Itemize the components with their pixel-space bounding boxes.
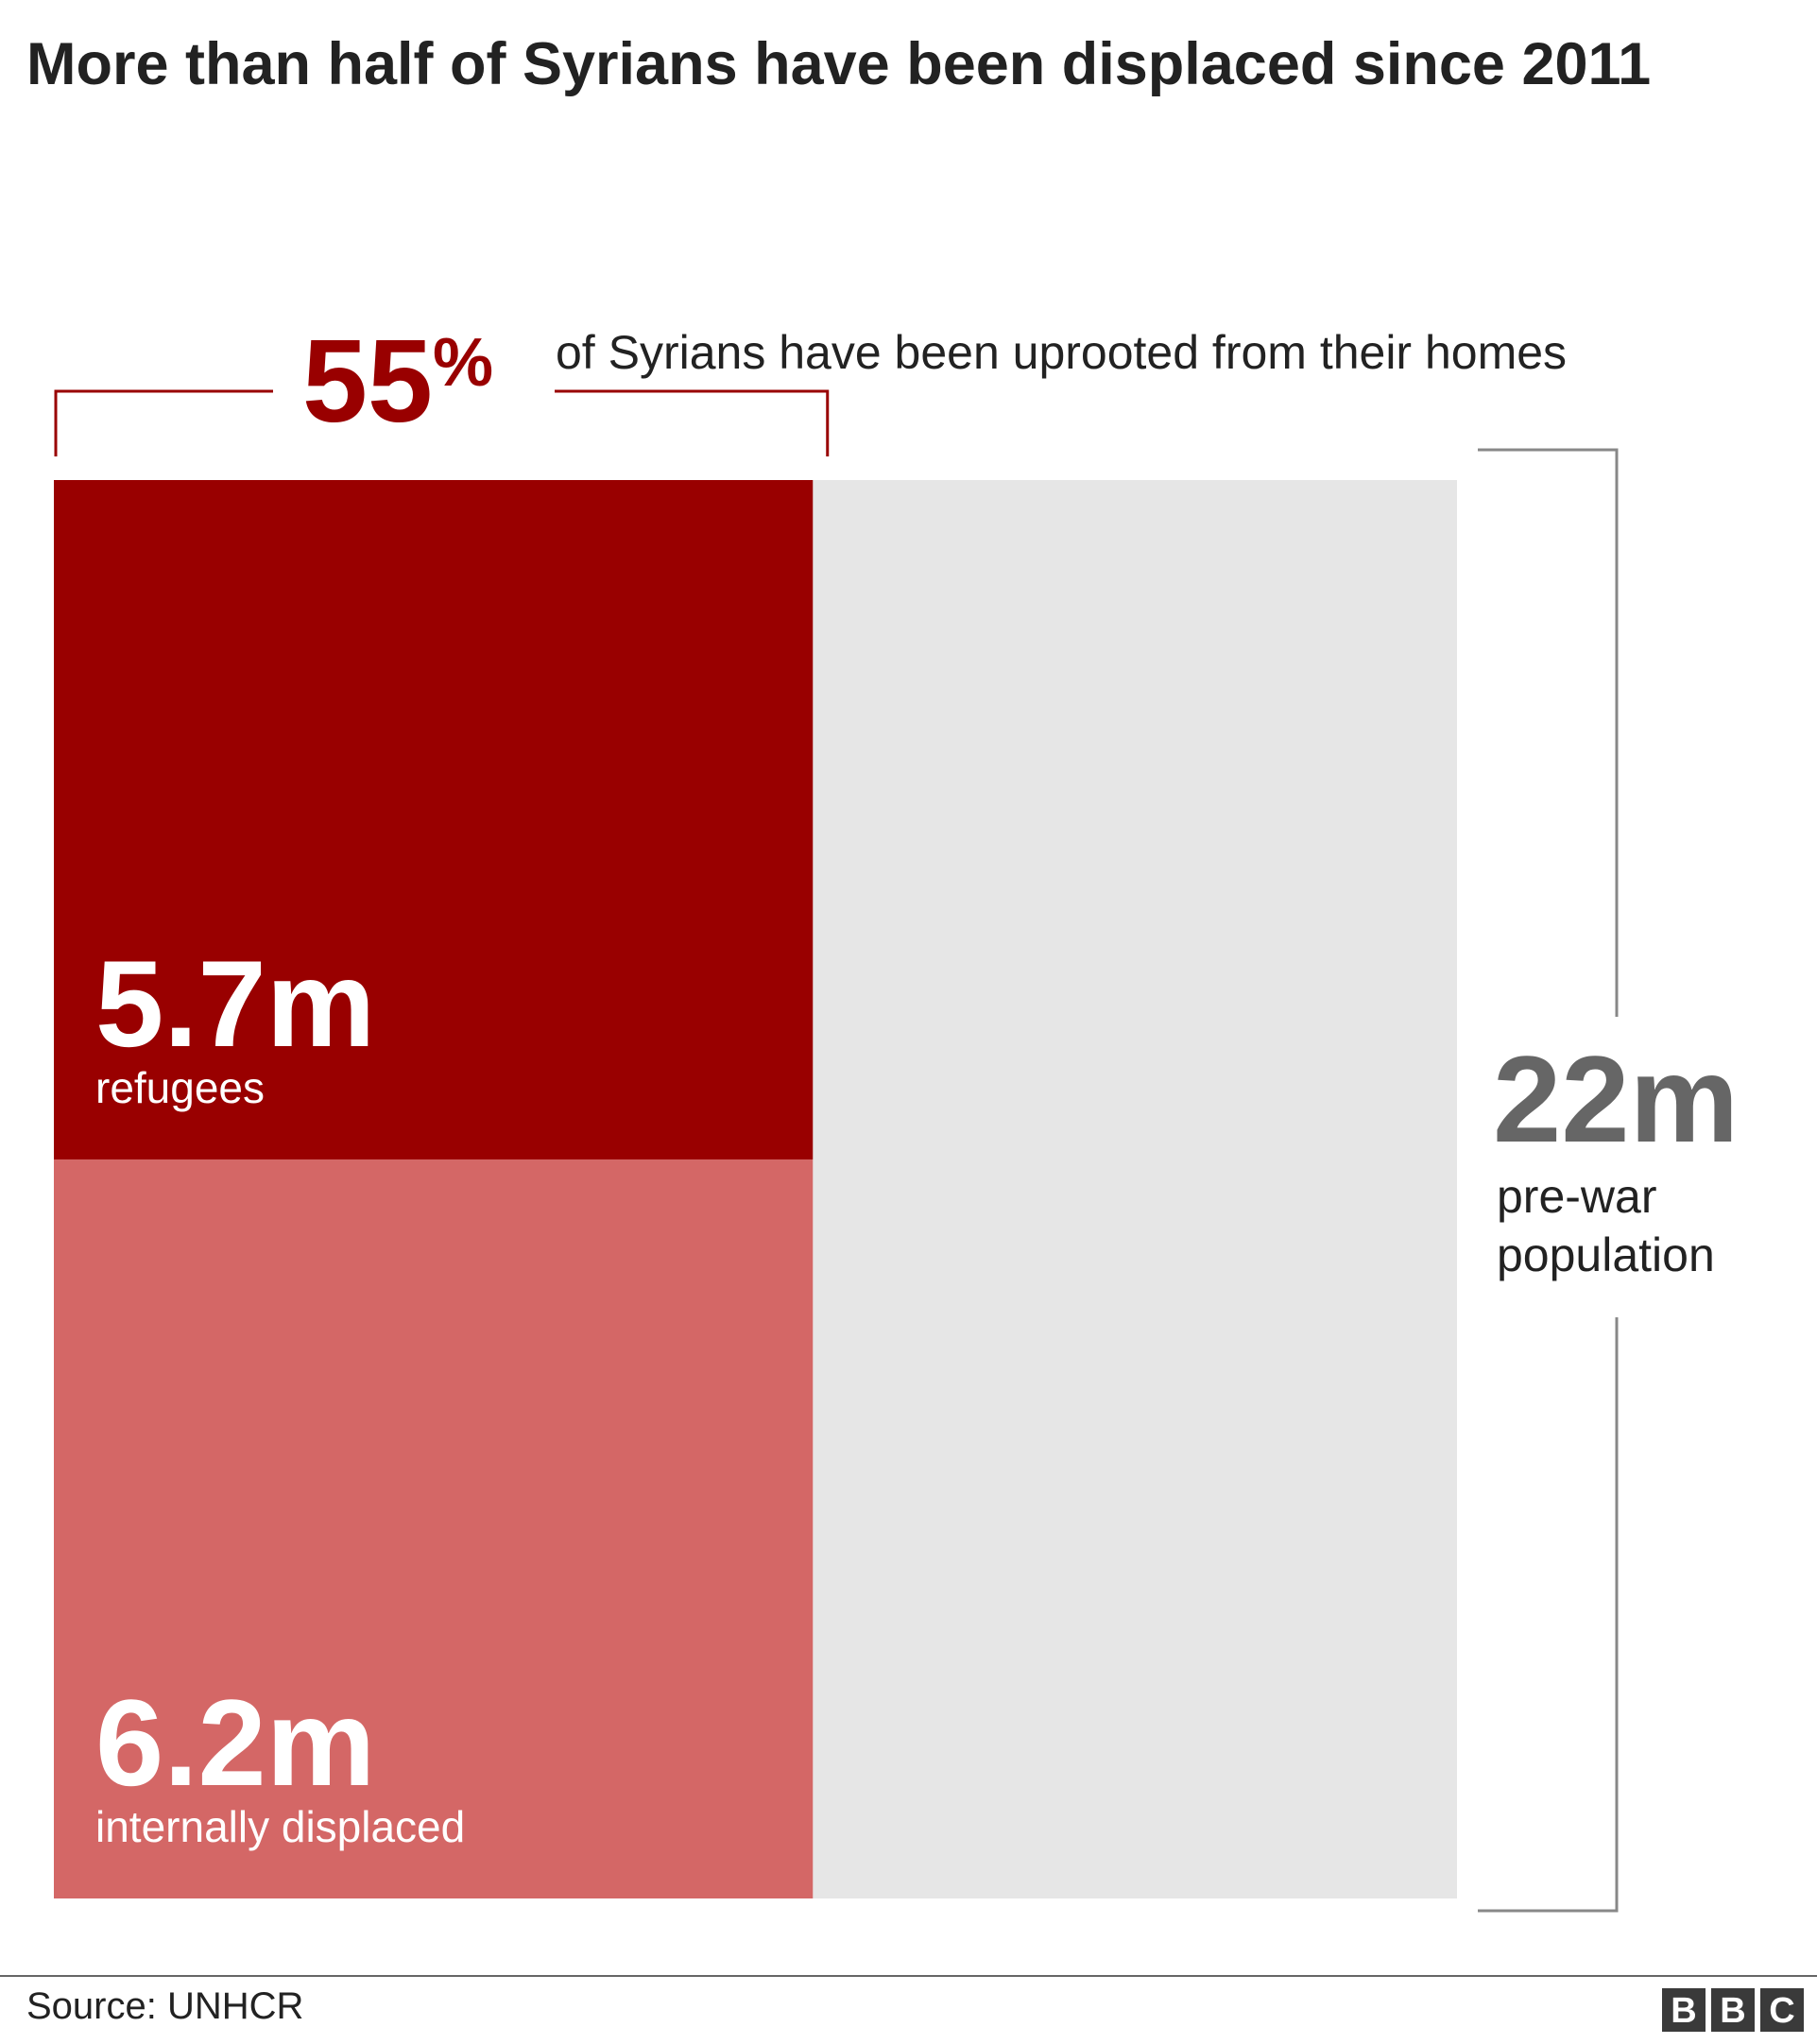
total-label: 22m xyxy=(1493,1030,1739,1168)
percent-value: 55% xyxy=(302,317,493,447)
total-bracket xyxy=(1478,448,1619,1913)
total-name: population xyxy=(1497,1228,1715,1281)
value-label: 5.7m xyxy=(95,935,375,1073)
source: Source: UNHCR xyxy=(26,1985,303,2027)
series-name: internally displaced xyxy=(95,1802,465,1851)
percent-number: 55 xyxy=(302,317,433,447)
logo-box xyxy=(1711,1988,1755,2032)
total-name: pre-war xyxy=(1497,1170,1656,1223)
value-label: 6.2m xyxy=(95,1674,375,1812)
logo-box xyxy=(1760,1988,1804,2032)
bracket-right xyxy=(555,389,830,456)
logo-letter: B xyxy=(1671,1991,1696,2031)
percent-bracket xyxy=(54,389,830,456)
percent-text: of Syrians have been uprooted from their… xyxy=(556,326,1567,379)
segment xyxy=(54,480,814,1159)
percent-unit: % xyxy=(433,325,493,401)
segment xyxy=(54,1159,814,1898)
bracket-left xyxy=(54,389,273,456)
bracket-bottom xyxy=(1478,1317,1619,1913)
logo-letter: B xyxy=(1720,1991,1745,2031)
bracket-top xyxy=(1478,448,1619,1017)
chart-title: More than half of Syrians have been disp… xyxy=(26,31,1652,97)
logo-box xyxy=(1662,1988,1706,2032)
logo-letter: C xyxy=(1769,1991,1794,2031)
series-name: refugees xyxy=(95,1063,265,1112)
